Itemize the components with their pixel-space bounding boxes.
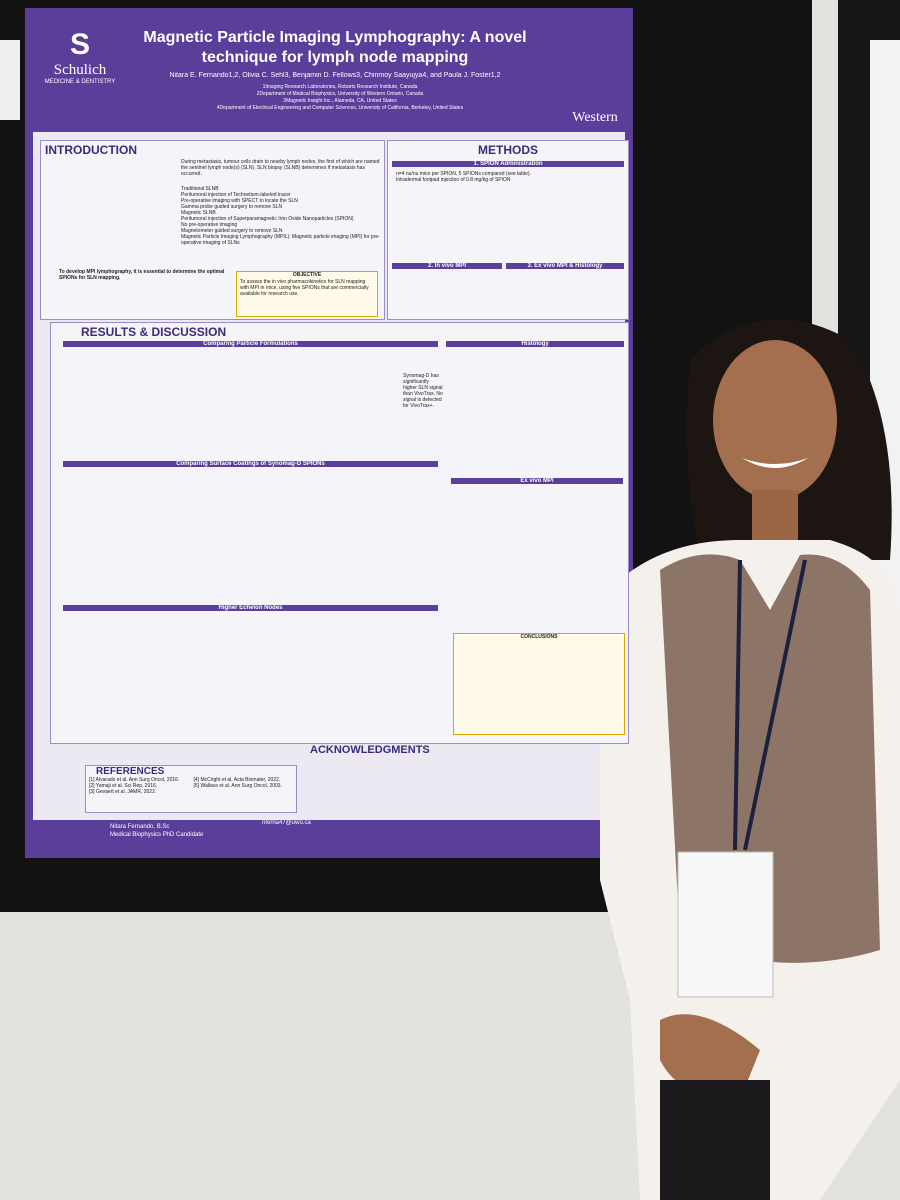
reference: [2] Yamaji et al. Sci Rep, 2016. (89, 783, 158, 789)
email: nferna47@uwo.ca (262, 820, 311, 826)
heading: METHODS (478, 143, 538, 157)
references: REFERENCES [1] Alvarado et al. Ann Surg … (85, 765, 297, 813)
reference: [1] Alvarado et al. Ann Surg Oncol, 2016… (89, 777, 180, 783)
panel-heading: Higher Echelon Nodes (63, 605, 438, 611)
authors: Nitara E. Fernando1,2, Olivia C. Sehl3, … (169, 72, 501, 79)
intro-item: Magnetic Particle Imaging Lymphography (… (181, 234, 380, 246)
objective: OBJECTIVE To assess the in vivo pharmaco… (236, 271, 378, 317)
intro-text: During metastasis, tumour cells drain to… (181, 159, 380, 177)
sub-heading: 3. Ex vivo MPI & Histology (506, 263, 624, 269)
heading: RESULTS & DISCUSSION (81, 325, 227, 339)
acknowledgments: ACKNOWLEDGMENTS (310, 744, 430, 756)
panel-heading: Comparing Particle Formulations (63, 341, 438, 347)
panel-heading: Ex vivo MPI (451, 478, 623, 484)
objective-text: To assess the in vivo pharmacokinetics f… (240, 279, 369, 297)
panel-heading: Histology (446, 341, 624, 347)
poster-title: Magnetic Particle Imaging Lymphography: … (143, 29, 527, 66)
results: RESULTS & DISCUSSION Comparing Particle … (50, 322, 629, 744)
conclusions: CONCLUSIONS (453, 633, 625, 735)
heading: INTRODUCTION (45, 143, 137, 157)
logo-name: Schulich (53, 62, 107, 78)
logo-left: S Schulich MEDICINE & DENTISTRY (40, 28, 120, 98)
reference-list: [1] Alvarado et al. Ann Surg Oncol, 2016… (86, 777, 296, 795)
affiliation: 4Department of Electrical Engineering an… (216, 105, 464, 111)
logo-right: Western (572, 110, 618, 125)
panel-heading: Comparing Surface Coatings of Synomag-D … (63, 461, 438, 467)
conclusions-heading: CONCLUSIONS (520, 634, 558, 640)
introduction: INTRODUCTION During metastasis, tumour c… (40, 140, 385, 320)
logo-sub: MEDICINE & DENTISTRY (44, 79, 116, 85)
objective-heading: OBJECTIVE (292, 272, 322, 278)
methods: METHODS 1. SPION Administration n=4 nu/n… (387, 140, 629, 320)
intro-item: No pre-operative imaging (181, 222, 238, 228)
presenter: Nitara Fernando, B.Sc Medical Biophysics… (110, 823, 260, 839)
reference: [3] Gevaert et al. JAMR, 2022. (89, 789, 157, 795)
affiliations: 1Imaging Research Laboratories, Robarts … (150, 84, 530, 112)
intro-item: Traditional SLNB (181, 186, 219, 192)
intro-item: Magnetic SLNB (181, 210, 216, 216)
intro-item: Peritumoral injection of Superparamagnet… (181, 216, 354, 222)
reference: [4] McCright et al. Acta Biomater, 2022. (193, 777, 281, 783)
sub-heading: 1. SPION Administration (392, 161, 624, 167)
methods-text: n=4 nu/nu mice per SPION, 5 SPIONs compa… (396, 171, 531, 183)
intro-item: Gamma probe guided surgery to remove SLN (181, 204, 283, 210)
sub-heading: 2. In vivo MPI (392, 263, 502, 269)
intro-item: Magnetometer guided surgery to remove SL… (181, 228, 283, 234)
intro-item: Pre-operative imaging with SPECT to loca… (181, 198, 298, 204)
affiliation: 1Imaging Research Laboratories, Robarts … (262, 84, 418, 90)
affiliation: 3Magnetic Insight Inc., Alameda, CA, Uni… (283, 98, 397, 104)
affiliation: 2Department of Medical Biophysics, Unive… (256, 91, 424, 97)
name: Nitara Fernando, B.Sc (110, 824, 170, 830)
intro-list: Traditional SLNB Peritumoral injection of… (181, 186, 381, 246)
reference: [5] Wallace et al. Ann Surg Oncol, 2003. (193, 783, 282, 789)
heading: REFERENCES (96, 766, 165, 777)
note: Synomag-D has significantly higher SLN s… (403, 373, 443, 409)
aim: To develop MPI lymphography, it is essen… (59, 269, 225, 281)
role: Medical Biophysics PhD Candidate (110, 832, 204, 838)
intro-item: Peritumoral injection of Technetium-labe… (181, 192, 291, 198)
